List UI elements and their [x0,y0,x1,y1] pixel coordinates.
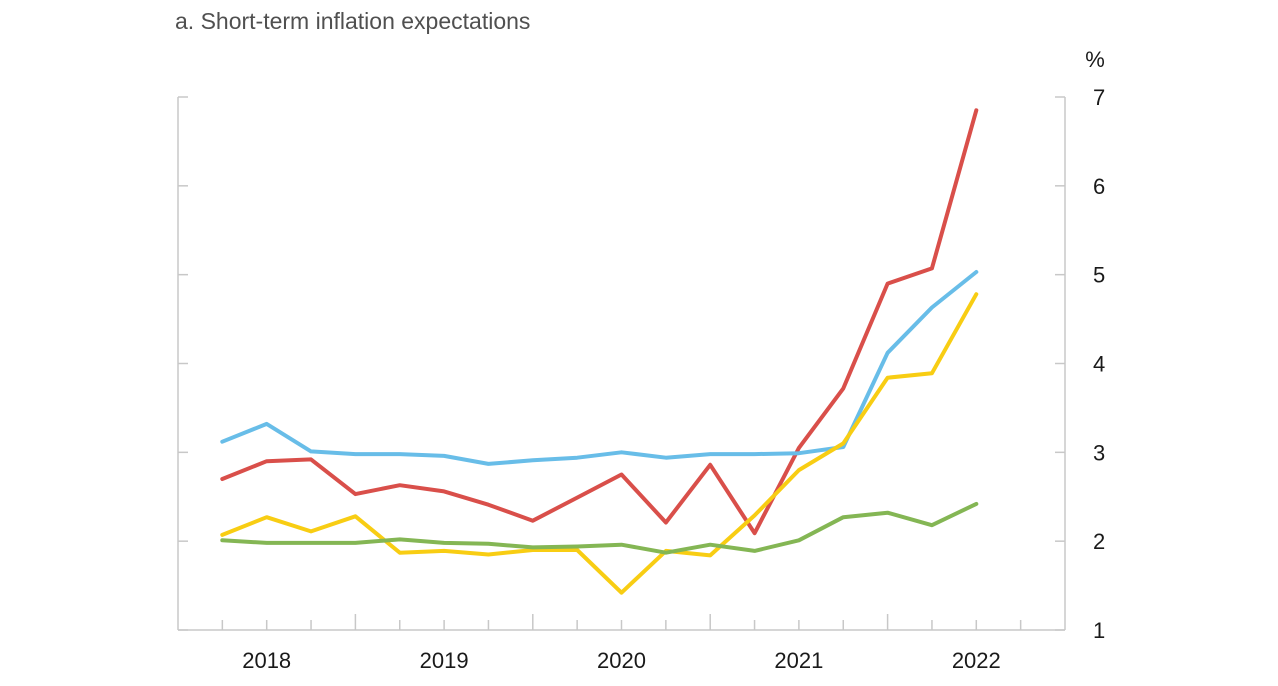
y-tick-label: 2 [1093,529,1105,554]
series-line-2 [220,270,979,466]
y-tick-label: 5 [1093,263,1105,288]
axes [177,96,1066,631]
series-line-4 [220,501,979,555]
y-tick-label: 1 [1093,618,1105,643]
y-tick-label: 7 [1093,85,1105,110]
y-unit-label: % [1085,47,1105,72]
series-line-3 [220,292,979,595]
y-tick-label: 6 [1093,174,1105,199]
x-tick-label: 2020 [597,648,646,673]
chart-title: a. Short-term inflation expectations [175,8,531,34]
x-tick-label: 2022 [952,648,1001,673]
series-lines [220,108,979,595]
x-tick-label: 2019 [420,648,469,673]
series-line-1 [220,108,979,536]
x-tick-label: 2021 [774,648,823,673]
axis-labels: 1 2 3 4 5 6 7% 2018 2019 2020 2021 2022 [242,47,1105,673]
x-tick-label: 2018 [242,648,291,673]
y-tick-label: 4 [1093,352,1105,377]
y-tick-label: 3 [1093,440,1105,465]
